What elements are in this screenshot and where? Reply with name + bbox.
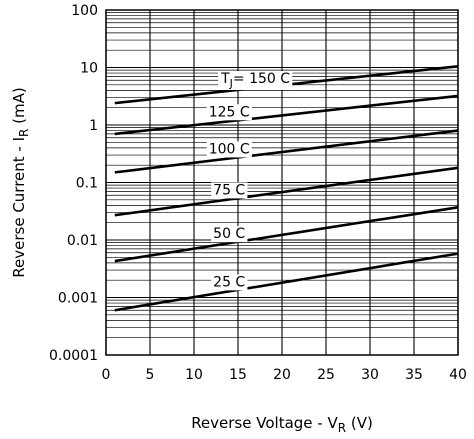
x-tick-labels: 0 5 10 15 20 25 30 35 40: [102, 367, 467, 383]
y-tick-label: 0.01: [67, 233, 98, 249]
x-tick-label: 15: [229, 367, 247, 383]
series-label-value: 50 C: [213, 226, 245, 242]
x-tick-label: 20: [273, 367, 291, 383]
series-label-3: 75 C: [213, 182, 245, 198]
series-line-3: [114, 166, 459, 217]
series-label-value: 150 C: [249, 71, 290, 87]
x-axis-title-subscript: R: [338, 421, 346, 435]
grid: [105, 10, 459, 356]
series-label-5: 25 C: [213, 274, 245, 290]
y-axis-title-main: Reverse Current - I: [10, 137, 28, 278]
series-label-prefix: T: [220, 71, 230, 87]
series-label-background: [206, 141, 252, 158]
x-tick-label: 30: [361, 367, 379, 383]
y-axis-title-unit: (mA): [10, 87, 28, 128]
x-tick-label: 25: [317, 367, 335, 383]
series-label-background: [211, 182, 248, 199]
series-labels: TJ= 150 C 125 C 100 C 75 C 50 C 25 C: [206, 71, 293, 291]
series-label-value: 125 C: [209, 104, 250, 120]
series-label-2: 100 C: [209, 141, 250, 157]
y-tick-label: 0.001: [58, 291, 98, 307]
series-line-5: [114, 252, 459, 312]
series-lines: [114, 64, 459, 312]
y-tick-labels: 0.0001 0.001 0.01 0.1 1 10 100: [49, 3, 98, 364]
x-tick-label: 40: [449, 367, 467, 383]
y-axis-title-subscript: R: [17, 129, 31, 137]
y-tick-label: 10: [80, 61, 98, 77]
series-label-value: 25 C: [213, 274, 245, 290]
x-tick-label: 10: [185, 367, 203, 383]
series-label-background: [218, 71, 293, 91]
x-tick-label: 0: [102, 367, 111, 383]
x-axis-title-main: Reverse Voltage - V: [191, 414, 338, 432]
series-label-value: 100 C: [209, 141, 250, 157]
series-line-4: [114, 206, 459, 263]
plot-frame: [105, 9, 459, 356]
series-line-2: [114, 129, 459, 174]
series-label-background: [211, 274, 248, 291]
y-tick-label: 1: [89, 118, 98, 134]
series-line-1: [114, 94, 459, 136]
series-label-subscript: J: [229, 77, 233, 90]
series-label-0: TJ= 150 C: [220, 71, 290, 90]
series-label-value: 75 C: [213, 182, 245, 198]
x-axis-title: Reverse Voltage - VR (V): [191, 414, 373, 435]
y-tick-label: 100: [71, 3, 98, 19]
y-tick-label: 0.0001: [49, 348, 98, 364]
series-label-1: 125 C: [209, 104, 250, 120]
series-label-eq: =: [233, 71, 249, 87]
series-label-background: [206, 104, 252, 121]
x-tick-label: 5: [146, 367, 155, 383]
series-label-4: 50 C: [213, 226, 245, 242]
x-tick-label: 35: [405, 367, 423, 383]
y-axis-title: Reverse Current - IR (mA): [10, 87, 31, 277]
y-tick-label: 0.1: [76, 176, 98, 192]
x-axis-title-unit: (V): [346, 414, 373, 432]
series-label-background: [211, 226, 248, 243]
